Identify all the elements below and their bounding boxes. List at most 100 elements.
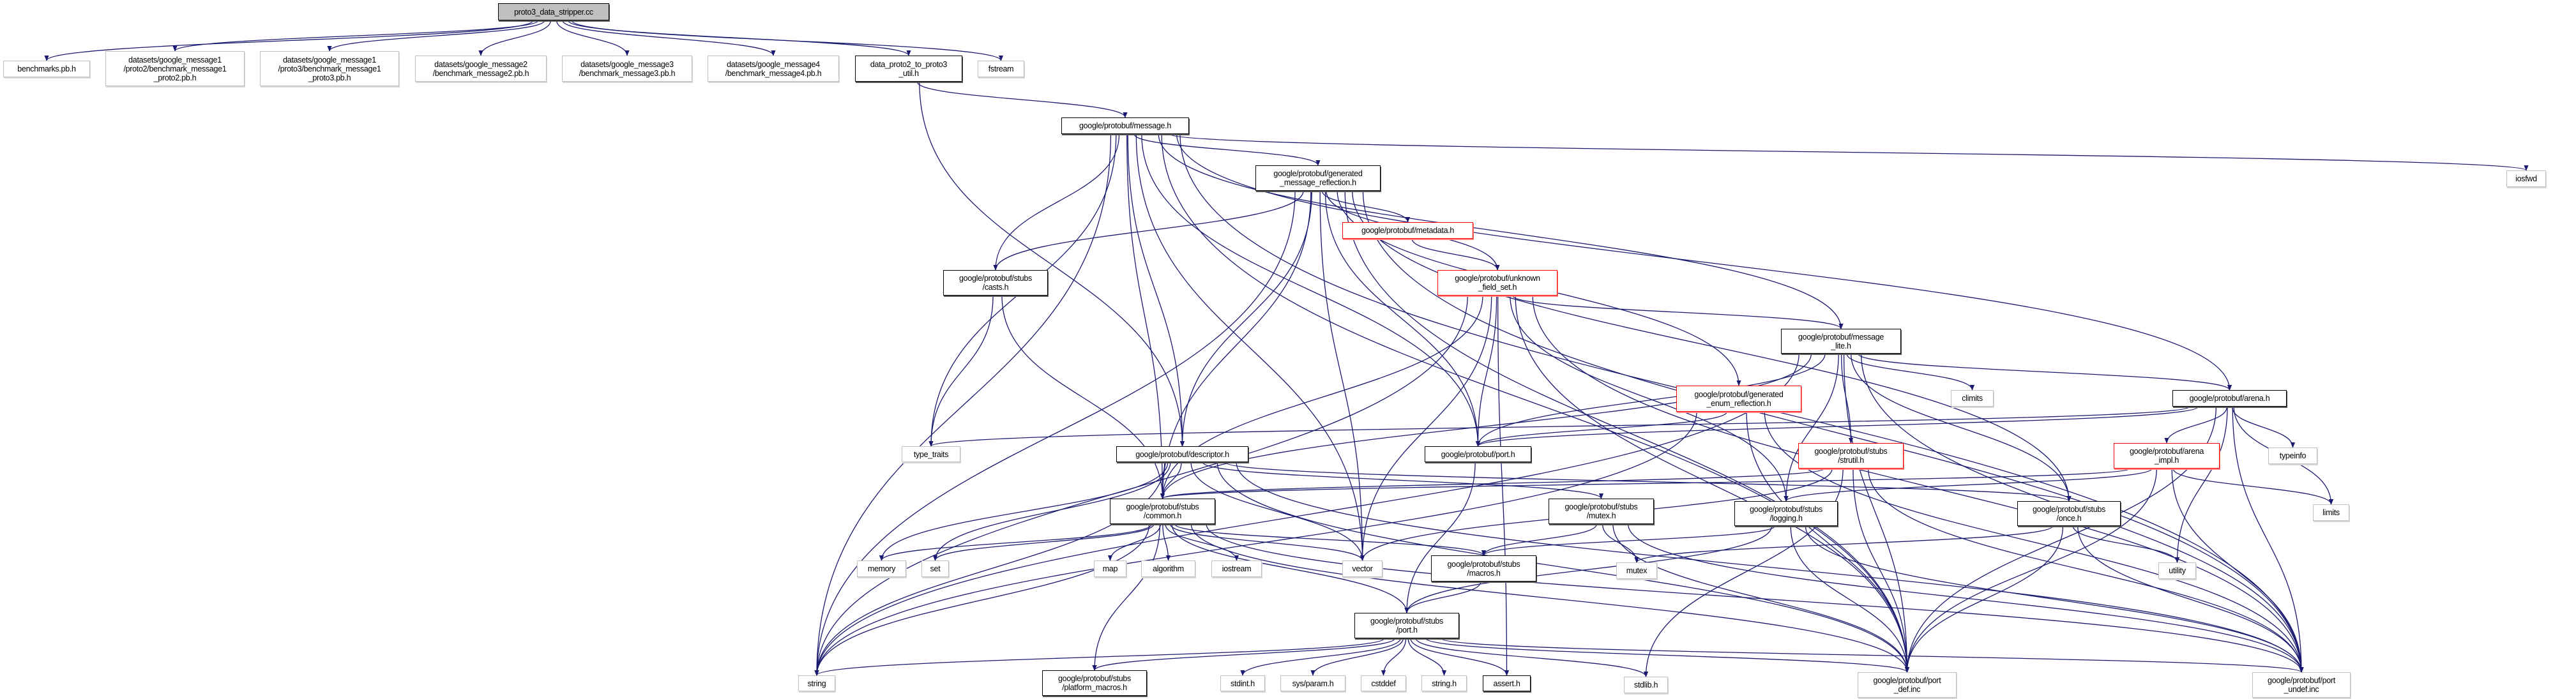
node-casts[interactable]: google/protobuf/stubs /casts.h (943, 270, 1048, 296)
edge-genenum-to-portundef (1764, 411, 2304, 673)
edge-genref-to-portundef (1362, 190, 2304, 673)
node-message[interactable]: google/protobuf/message.h (1061, 117, 1189, 134)
edge-smutex-to-portdef (1612, 523, 1910, 673)
node-cstddef[interactable]: cstddef (1361, 675, 1406, 691)
node-ds2[interactable]: datasets/google_message2 /benchmark_mess… (415, 56, 547, 82)
edge-arenaimpl-to-portdef (1904, 468, 2157, 673)
node-arena[interactable]: google/protobuf/arena.h (2172, 390, 2287, 407)
node-stdint[interactable]: stdint.h (1220, 675, 1265, 691)
edge-genref-to-metadata (1321, 190, 1411, 223)
node-iostream[interactable]: iostream (1211, 560, 1262, 577)
edge-unknown-to-logging (1510, 295, 1789, 502)
node-ds1p2[interactable]: datasets/google_message1 /proto2/benchma… (105, 51, 245, 86)
node-algorithm[interactable]: algorithm (1141, 560, 1195, 577)
node-memory[interactable]: memory (857, 560, 906, 577)
edge-genenum-to-string (814, 411, 1697, 676)
edge-once-to-portdef (1904, 525, 2064, 673)
edge-common-to-iostream (1165, 523, 1239, 561)
edge-root-to-ds1p2 (172, 20, 539, 52)
node-port[interactable]: google/protobuf/port.h (1425, 446, 1531, 462)
node-bench[interactable]: benchmarks.pb.h (3, 61, 90, 77)
edge-descriptor-to-vector (1190, 462, 1365, 561)
node-arenaimpl[interactable]: google/protobuf/arena _impl.h (2114, 443, 2220, 469)
node-root[interactable]: proto3_data_stripper.cc (498, 3, 609, 20)
edge-sport-to-portdef (1425, 638, 1909, 673)
edge-common-to-platform (1092, 523, 1161, 671)
node-set[interactable]: set (921, 560, 949, 577)
node-vector[interactable]: vector (1342, 560, 1383, 577)
node-ds1p3[interactable]: datasets/google_message1 /proto3/benchma… (260, 51, 399, 86)
edge-once-to-mutex (1634, 525, 2054, 563)
node-genref[interactable]: google/protobuf/generated _message_refle… (1255, 165, 1381, 191)
edge-arenaimpl-to-portundef (2171, 468, 2304, 673)
node-once[interactable]: google/protobuf/stubs /once.h (2017, 501, 2121, 526)
node-strutil[interactable]: google/protobuf/stubs /strutil.h (1798, 443, 1904, 469)
node-metadata[interactable]: google/protobuf/metadata.h (1342, 222, 1473, 239)
node-sport[interactable]: google/protobuf/stubs /port.h (1354, 613, 1459, 638)
node-msglite[interactable]: google/protobuf/message _lite.h (1781, 329, 1901, 354)
edge-unknown-to-string (814, 295, 1468, 676)
node-typeinfo[interactable]: typeinfo (2268, 447, 2317, 464)
node-iosfwd[interactable]: iosfwd (2506, 170, 2546, 187)
node-portundef[interactable]: google/protobuf/port _undef.inc (2252, 672, 2351, 698)
node-fstream[interactable]: fstream (978, 61, 1024, 77)
edge-msglite-to-once (1851, 353, 2072, 502)
node-platform[interactable]: google/protobuf/stubs /platform_macros.h (1042, 670, 1147, 696)
edge-root-to-fstream (571, 20, 1003, 61)
edge-common-to-map (1107, 523, 1161, 561)
edge-logging-to-sport (1404, 525, 1773, 613)
edge-common-to-portundef (1206, 523, 2304, 673)
node-utility[interactable]: utility (2158, 562, 2196, 579)
edge-message-to-casts (993, 133, 1120, 271)
node-smutex[interactable]: google/protobuf/stubs /mutex.h (1549, 499, 1654, 524)
edge-common-to-vector (1169, 523, 1365, 561)
edge-root-to-ds1p3 (327, 20, 545, 52)
edge-arenaimpl-to-common (1160, 468, 2130, 499)
node-ds3[interactable]: datasets/google_message3 /benchmark_mess… (562, 56, 692, 82)
edge-msglite-to-port (1475, 353, 1826, 447)
edge-genenum-to-port (1476, 411, 1727, 447)
edge-message-to-iosfwd (1169, 133, 2528, 171)
node-common[interactable]: google/protobuf/stubs /common.h (1110, 499, 1215, 524)
node-descriptor[interactable]: google/protobuf/descriptor.h (1116, 446, 1248, 462)
edge-genref-to-casts (993, 190, 1304, 271)
node-unknown[interactable]: google/protobuf/unknown _field_set.h (1437, 270, 1557, 296)
edge-descriptor-to-common (1160, 462, 1182, 499)
node-macros[interactable]: google/protobuf/stubs /macros.h (1431, 555, 1536, 582)
node-ds4[interactable]: datasets/google_message4 /benchmark_mess… (708, 56, 839, 82)
edge-genref-to-portdef (1344, 190, 1910, 673)
edge-sport-to-portundef (1440, 638, 2304, 673)
node-logging[interactable]: google/protobuf/stubs /logging.h (1734, 501, 1838, 526)
edge-unknown-to-portundef (1532, 295, 2304, 673)
node-genenum[interactable]: google/protobuf/generated _enum_reflecti… (1676, 386, 1801, 412)
node-portdef[interactable]: google/protobuf/port _def.inc (1858, 672, 1957, 698)
edge-sport-to-assert (1410, 638, 1510, 676)
node-dp2p3[interactable]: data_proto2_to_proto3 _util.h (855, 56, 962, 82)
edge-common-to-macros (1174, 523, 1486, 556)
node-map[interactable]: map (1094, 560, 1126, 577)
node-mutex[interactable]: mutex (1616, 562, 1657, 579)
edge-unknown-to-port (1475, 295, 1497, 447)
node-stringh[interactable]: string.h (1421, 675, 1467, 691)
edge-message-to-genref (1133, 133, 1321, 166)
edge-msglite-to-common (1160, 353, 1812, 499)
edge-logging-to-portundef (1805, 525, 2304, 673)
node-sysparam[interactable]: sys/param.h (1280, 675, 1345, 691)
edge-genref-to-common (1160, 190, 1312, 499)
node-assert[interactable]: assert.h (1483, 675, 1531, 691)
edge-strutil-to-portdef (1852, 468, 1910, 673)
node-stdlib[interactable]: stdlib.h (1624, 677, 1668, 693)
edge-metadata-to-unknown (1411, 238, 1500, 271)
node-string[interactable]: string (798, 675, 835, 691)
node-type_traits[interactable]: type_traits (902, 446, 960, 462)
node-climits[interactable]: climits (1951, 390, 1994, 407)
edge-once-to-utility (2072, 525, 2180, 563)
edge-genref-to-descriptor (1179, 190, 1312, 447)
node-limits[interactable]: limits (2313, 504, 2349, 521)
edge-root-to-ds2 (478, 20, 552, 56)
edge-descriptor-to-set (932, 462, 1171, 561)
edge-arenaimpl-to-logging (1784, 468, 2153, 502)
edge-sport-to-stdint (1240, 638, 1401, 676)
